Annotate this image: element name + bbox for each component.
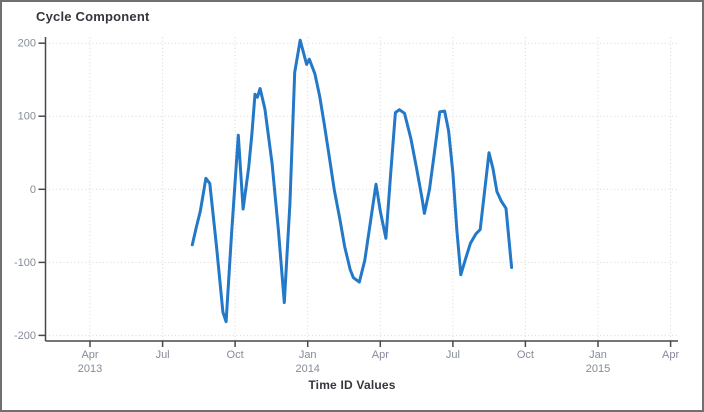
x-tick-label: Jul: [446, 349, 460, 361]
x-axis-title: Time ID Values: [308, 378, 396, 392]
x-tick-label: Oct: [227, 349, 244, 361]
y-tick-label: 200: [18, 38, 36, 50]
cycle-component-series-line: [190, 38, 514, 324]
x-tick-label: Jan: [299, 349, 317, 361]
x-tick-year-label: 2014: [295, 363, 319, 375]
y-tick-label: -200: [14, 330, 36, 342]
x-tick-label: Oct: [517, 349, 534, 361]
chart-title: Cycle Component: [36, 9, 150, 24]
x-tick-label: Apr: [81, 349, 98, 361]
x-tick-label: Apr: [662, 349, 679, 361]
x-tick-year-label: 2015: [586, 363, 610, 375]
y-tick-label: 100: [18, 111, 36, 123]
x-tick-label: Jul: [156, 349, 170, 361]
x-tick-label: Jan: [589, 349, 607, 361]
y-tick-label: -100: [14, 257, 36, 269]
y-tick-label: 0: [30, 184, 36, 196]
x-tick-label: Apr: [372, 349, 389, 361]
x-tick-year-label: 2013: [78, 363, 102, 375]
